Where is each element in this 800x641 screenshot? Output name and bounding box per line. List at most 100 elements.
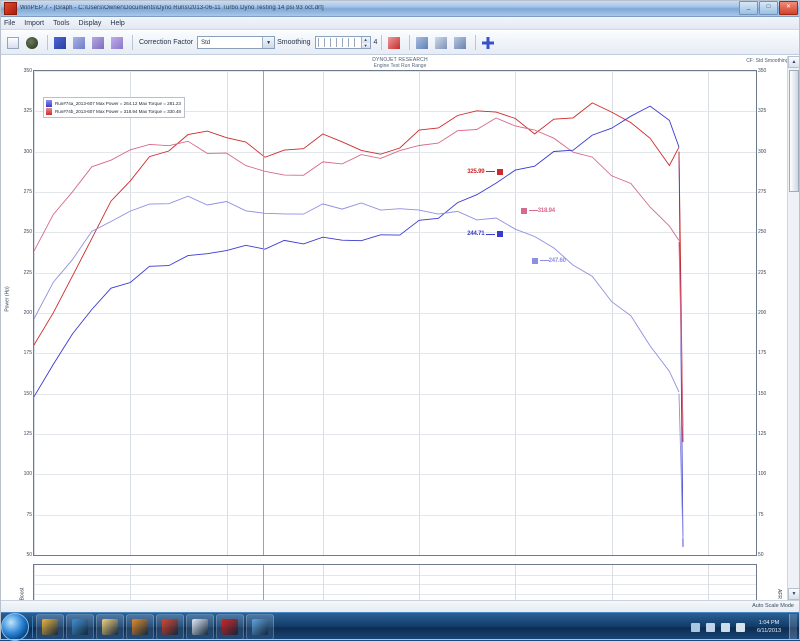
- print-icon[interactable]: [52, 35, 68, 51]
- callout-run-a-torque: 244.71: [467, 231, 506, 238]
- panel2-cursor-line[interactable]: [262, 565, 264, 623]
- scroll-down-icon[interactable]: ▼: [788, 588, 800, 600]
- y-tick-right: 325: [758, 108, 767, 115]
- start-button[interactable]: [1, 613, 29, 641]
- toolbar-separator-1: [47, 35, 48, 50]
- callout-marker-2: [497, 231, 504, 238]
- series-line: [34, 105, 680, 397]
- y-tick-right: 125: [758, 431, 767, 437]
- y-tick-left: 275: [23, 189, 32, 195]
- taskbar-item-ie[interactable]: [66, 614, 94, 640]
- taskbar-item-media[interactable]: [126, 614, 154, 640]
- menu-item-import[interactable]: Import: [24, 19, 45, 27]
- show-desktop-button[interactable]: [789, 614, 797, 640]
- graph-compare-icon[interactable]: [90, 35, 106, 51]
- callout-marker-3: [531, 257, 538, 264]
- correction-factor-label: Correction Factor: [139, 39, 194, 46]
- legend-item-run-a: Run#74a_2013-607 Max Power = 264.12 Max …: [46, 99, 181, 107]
- callout-leader-2: [486, 233, 496, 235]
- callout-leader-1: [528, 210, 538, 212]
- taskbar-item-winpep[interactable]: [216, 614, 244, 640]
- panel2-y-label-text: Boost: [19, 587, 26, 601]
- taskbar-item-chrome[interactable]: [156, 614, 184, 640]
- y-tick-left: 150: [23, 390, 32, 397]
- tray-volume-icon[interactable]: [721, 622, 730, 632]
- smoothing-slider[interactable]: ▲ ▼: [314, 36, 371, 49]
- panel2-y-label-right-text: AFR: [776, 589, 782, 599]
- taskbar-item-folder[interactable]: [96, 614, 124, 640]
- status-bar: Auto Scale Mode: [0, 600, 800, 613]
- series-line: [34, 195, 680, 393]
- scroll-up-icon[interactable]: ▲: [788, 56, 800, 68]
- y-tick-right: 50: [758, 552, 764, 558]
- menu-item-tools[interactable]: Tools: [53, 19, 70, 27]
- taskbar-item-notepad[interactable]: [186, 614, 214, 640]
- stepper-down-icon[interactable]: ▼: [361, 42, 370, 48]
- menu-item-display[interactable]: Display: [78, 19, 102, 27]
- legend-swatch-run-a: [46, 99, 52, 107]
- callout-value-3: 247.60: [548, 257, 566, 264]
- y-tick-left: 125: [23, 431, 32, 437]
- main-plot[interactable]: Run#74a_2013-607 Max Power = 264.12 Max …: [33, 70, 757, 556]
- taskbar-item-notepad-icon: [192, 619, 208, 635]
- delete-run-icon[interactable]: [386, 35, 402, 51]
- correction-factor-select[interactable]: Std ▼: [197, 36, 276, 49]
- app-icon: [4, 1, 17, 15]
- toolbar-separator-5: [475, 35, 477, 50]
- taskbar-separator: [32, 616, 33, 638]
- tray-show-hidden-icon[interactable]: [691, 622, 700, 632]
- maximize-button[interactable]: □: [759, 1, 778, 15]
- zoom-fit-icon[interactable]: [414, 35, 430, 51]
- y-tick-right: 225: [758, 269, 767, 276]
- callout-value-2: 244.71: [467, 231, 485, 238]
- callout-run-b-power: 318.94: [518, 207, 555, 214]
- open-file-icon[interactable]: [24, 35, 40, 51]
- tray-network-icon[interactable]: [706, 622, 715, 632]
- smoothing-stepper[interactable]: ▲ ▼: [360, 37, 370, 48]
- series-line: [34, 102, 680, 346]
- windows-taskbar: 1:04 PM 6/11/2013: [0, 612, 800, 641]
- taskbar-items: [36, 614, 276, 640]
- smoothing-track[interactable]: [317, 38, 359, 47]
- cursor-line[interactable]: [262, 71, 264, 555]
- panel2-vertical-gridlines: [34, 565, 756, 623]
- y-tick-left: 350: [23, 68, 32, 74]
- crosshair-cursor-icon[interactable]: [480, 35, 496, 51]
- callout-leader-3: [539, 260, 549, 262]
- y-tick-right: 250: [758, 229, 767, 236]
- taskbar-item-dynoware-icon: [252, 619, 268, 635]
- taskbar-item-chrome-icon: [162, 619, 178, 635]
- document-header: DYNOJET RESEARCH Engine Test Run Range C…: [0, 56, 800, 70]
- stepper-up-icon[interactable]: ▲: [361, 37, 370, 43]
- vertical-scrollbar[interactable]: ▲ ▼: [787, 56, 800, 600]
- curve-canvas: [34, 102, 684, 547]
- menu-item-help[interactable]: Help: [110, 19, 125, 27]
- taskbar-item-dynoware[interactable]: [246, 614, 274, 640]
- y-tick-right: 275: [758, 189, 767, 195]
- graph-overlay-icon[interactable]: [71, 35, 87, 51]
- taskbar-item-explorer[interactable]: [36, 614, 64, 640]
- settings-graph-icon[interactable]: [452, 35, 468, 51]
- copy-graph-icon[interactable]: [433, 35, 449, 51]
- y-axis-ticks-right: 350 325 300 275 250 225 200 175 150 125 100 75 50: [758, 68, 778, 558]
- new-file-icon[interactable]: [5, 35, 21, 51]
- series-line: [34, 117, 680, 252]
- callout-leader-0: [486, 171, 496, 173]
- callout-marker-0: [497, 168, 504, 175]
- y-tick-right: 175: [758, 350, 767, 357]
- tray-action-center-icon[interactable]: [736, 622, 745, 632]
- menu-item-file[interactable]: File: [4, 19, 16, 27]
- taskbar-item-explorer-icon: [42, 619, 58, 635]
- y-tick-right: 200: [758, 310, 767, 316]
- y-tick-left: 250: [23, 229, 32, 236]
- minimize-button[interactable]: _: [739, 1, 758, 15]
- y-tick-right: 75: [758, 511, 764, 518]
- y-tick-left: 100: [23, 471, 32, 478]
- chevron-down-icon[interactable]: ▼: [262, 37, 275, 48]
- callout-value-1: 318.94: [537, 207, 555, 214]
- scrollbar-thumb[interactable]: [789, 70, 799, 192]
- graph-table-icon[interactable]: [109, 35, 125, 51]
- close-button[interactable]: ✕: [779, 1, 798, 15]
- taskbar-clock[interactable]: 1:04 PM 6/11/2013: [752, 619, 786, 635]
